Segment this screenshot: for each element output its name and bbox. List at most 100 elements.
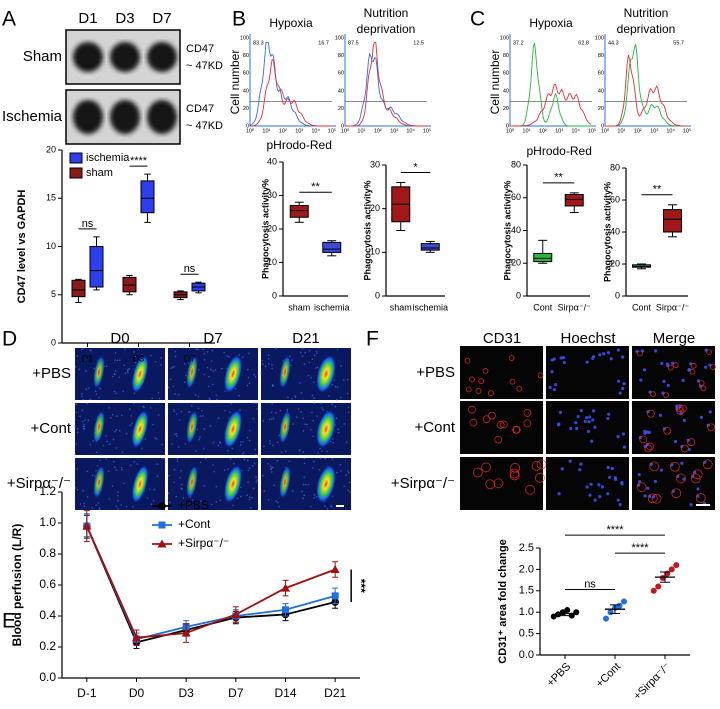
speckle (255, 481, 258, 483)
speckle (343, 485, 346, 488)
speckle (332, 441, 334, 444)
nucleus (591, 418, 595, 422)
speckle (191, 405, 193, 407)
speckle (303, 462, 306, 465)
speckle (108, 498, 111, 500)
y-tick-label: 0 (51, 337, 56, 347)
flow-y-tick: 20 (338, 106, 344, 112)
flow-x-tick: 10⁴ (571, 127, 580, 134)
speckle (171, 366, 174, 368)
limb-right (223, 409, 243, 449)
speckle (115, 505, 118, 508)
marker (231, 609, 241, 618)
speckle (270, 471, 273, 473)
speckle (276, 441, 279, 444)
vessel (706, 349, 712, 356)
y-tick-label: 40 (267, 156, 277, 166)
limb-left (279, 410, 291, 444)
perfusion-image (261, 403, 351, 455)
speckle (86, 496, 89, 498)
speckle (125, 432, 128, 435)
marker (157, 539, 167, 548)
x-tick-label: D14 (274, 686, 296, 700)
column-label: Merge (653, 330, 696, 347)
vessel (700, 385, 707, 392)
x-tick-label: sham (390, 302, 412, 312)
x-tick-label: +Sirpα⁻/⁻ (631, 661, 673, 703)
flow-y-tick: 0 (601, 123, 604, 129)
nucleus (616, 498, 620, 502)
vessel (663, 392, 669, 398)
row-label: +Sirpα⁻/⁻ (7, 475, 71, 492)
row-label: +Cont (31, 420, 72, 437)
y-tick-label: 20 (370, 203, 380, 213)
blot-marker: ~ 47KD (186, 60, 223, 72)
vessel (679, 404, 687, 413)
significance-label: **** (606, 524, 624, 536)
speckle (249, 506, 252, 509)
limb-right (131, 409, 149, 449)
speckle (310, 505, 312, 508)
speckle (105, 434, 107, 437)
speckle (76, 428, 79, 430)
fluorescence-image (546, 401, 629, 454)
speckle (123, 364, 126, 366)
limb-left (93, 355, 105, 389)
speckle (317, 452, 320, 455)
y-tick-label: 0.0 (519, 649, 534, 661)
speckle (216, 398, 218, 401)
speckle (324, 458, 327, 460)
speckle (251, 496, 253, 499)
speckle (114, 430, 116, 433)
y-tick-label: 10 (370, 247, 380, 257)
speckle (273, 484, 275, 487)
speckle (83, 423, 85, 426)
speckle (271, 402, 273, 405)
flow-y-tick: 40 (243, 88, 249, 94)
speckle (114, 359, 116, 361)
speckle (180, 469, 182, 472)
nucleus (621, 355, 625, 359)
limb-right (315, 464, 337, 504)
vessel (639, 435, 648, 444)
x-tick-label: D7 (184, 353, 196, 363)
gate-left: 87.5 (348, 40, 359, 46)
speckle (79, 415, 81, 418)
speckle (86, 402, 88, 405)
column-label: D21 (292, 330, 320, 347)
speckle (124, 348, 126, 351)
speckle (312, 381, 315, 384)
flow-title: deprivation (357, 22, 416, 36)
nucleus (699, 415, 703, 419)
perfusion-blobs (279, 464, 337, 504)
speckle (345, 441, 348, 444)
speckle (302, 451, 305, 453)
speckle (240, 441, 242, 443)
perfusion-image (168, 348, 258, 400)
speckle (347, 472, 350, 474)
nucleus (708, 410, 712, 414)
limb-left (93, 410, 105, 444)
speckle (308, 361, 311, 364)
speckle (211, 349, 214, 352)
flow-x-tick: 10³ (555, 128, 563, 134)
nucleus (576, 414, 580, 419)
speckle (189, 410, 191, 413)
speckle (308, 349, 311, 352)
speckle (243, 458, 246, 461)
x-tick-label: Sirpα⁻/⁻ (558, 302, 591, 312)
flow-y-tick: 80 (598, 53, 604, 59)
flow-y-tick: 40 (503, 88, 509, 94)
speckle (330, 505, 332, 507)
speckle (107, 470, 110, 473)
limb-left (93, 465, 105, 499)
speckle (294, 395, 296, 397)
speckle (302, 417, 305, 419)
speckle (113, 372, 116, 375)
speckle (270, 418, 273, 420)
speckle (129, 408, 131, 410)
nucleus (639, 378, 643, 382)
speckle (111, 375, 114, 378)
row-label: +PBS (416, 364, 455, 381)
